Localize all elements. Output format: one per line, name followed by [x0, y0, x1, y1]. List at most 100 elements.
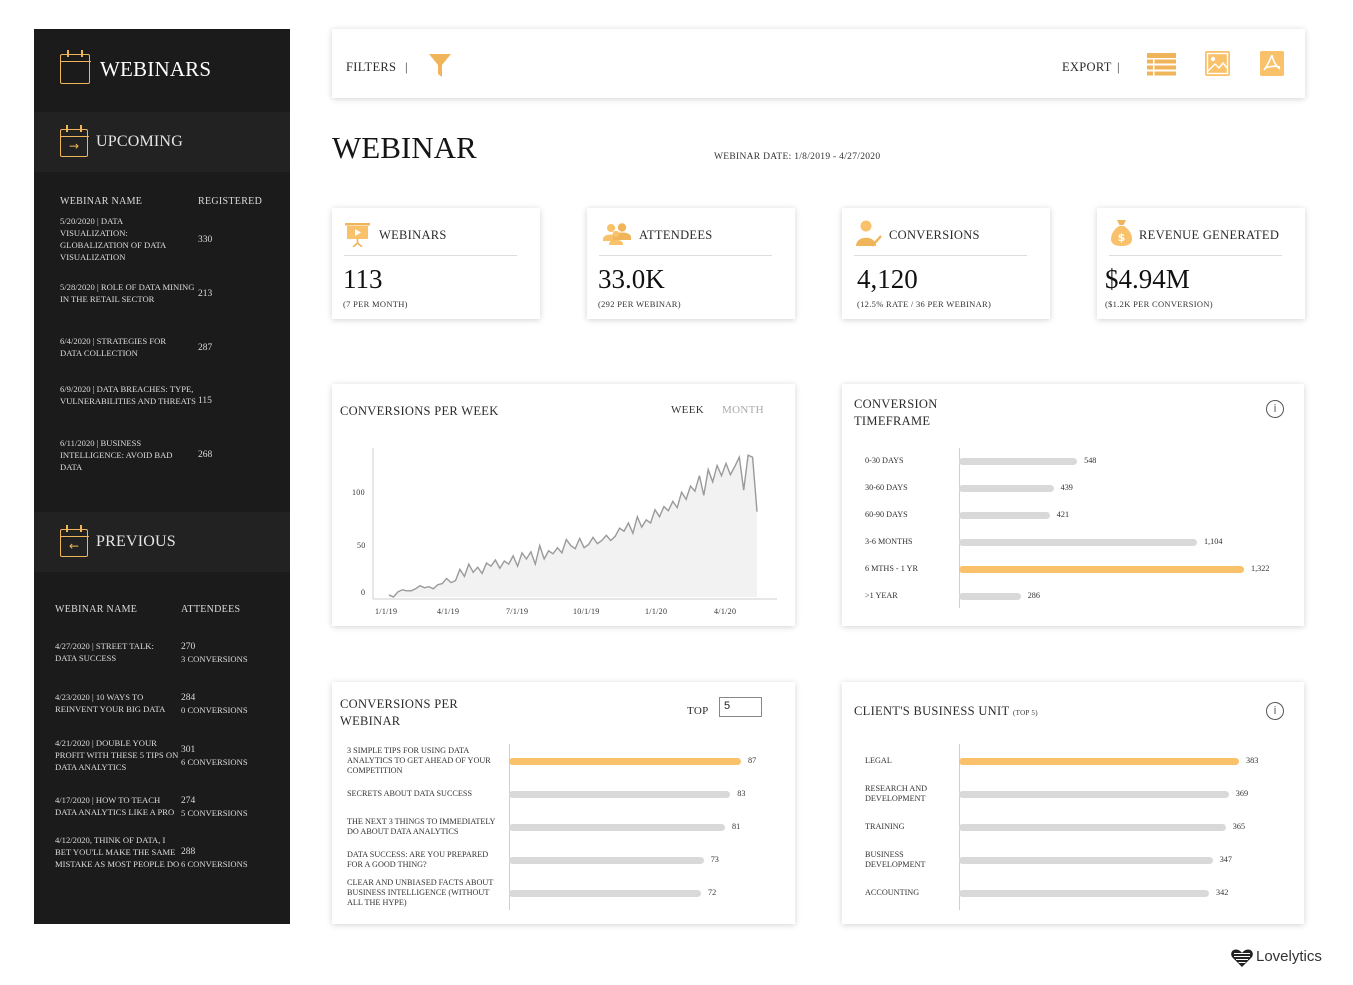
bar-category-label: CLEAR AND UNBIASED FACTS ABOUT BUSINESS … — [347, 878, 494, 907]
info-icon[interactable]: i — [1266, 400, 1284, 418]
heart-logo-icon — [1231, 949, 1253, 967]
series-line — [388, 454, 758, 598]
attendee-count: 301 — [181, 745, 196, 755]
bar[interactable] — [509, 824, 725, 831]
bar-value-label: 369 — [1235, 789, 1249, 798]
line-chart — [372, 448, 777, 600]
list-item[interactable]: 4/17/2020 | HOW TO TEACH DATA ANALYTICS … — [55, 795, 175, 817]
chart-subtitle: (TOP 5) — [1013, 709, 1038, 717]
kpi-card-webinars: WEBINARS 113 (7 PER MONTH) — [332, 208, 540, 319]
bar[interactable] — [509, 890, 701, 897]
calendar-icon — [59, 50, 91, 84]
registered-count: 287 — [198, 343, 213, 353]
attendee-count: 274 — [181, 796, 196, 806]
bar-value-label: 81 — [732, 822, 741, 831]
kpi-value: $4.94M — [1105, 264, 1190, 294]
kpi-label: CONVERSIONS — [889, 228, 980, 242]
bar-category-label: DATA SUCCESS: ARE YOU PREPARED FOR A GOO… — [347, 850, 489, 869]
bar[interactable] — [959, 857, 1213, 864]
bar-category-label: SECRETS ABOUT DATA SUCCESS — [347, 789, 472, 798]
upcoming-header[interactable]: → UPCOMING — [34, 112, 290, 172]
bar[interactable] — [959, 458, 1078, 465]
list-item[interactable]: 4/23/2020 | 10 WAYS TO REINVENT YOUR BIG… — [55, 692, 166, 714]
y-tick: 100 — [352, 488, 365, 497]
conversion-count: 6 CONVERSIONS — [181, 757, 248, 767]
export-separator: | — [1117, 60, 1120, 74]
chart-title: CONVERSION TIMEFRAME — [854, 397, 938, 428]
series-area — [389, 455, 757, 597]
list-item[interactable]: 6/9/2020 | DATA BREACHES: TYPE, VULNERAB… — [60, 384, 196, 406]
bar-category-label: 3-6 MONTHS — [865, 537, 913, 546]
chart-title: CONVERSIONS PER WEEK — [340, 404, 499, 418]
filter-icon[interactable] — [428, 53, 452, 79]
bar[interactable] — [959, 824, 1226, 831]
bar-category-label: 30-60 DAYS — [865, 483, 908, 492]
sidebar: WEBINARS → UPCOMING WEBINAR NAME REGISTE… — [34, 29, 290, 924]
bar-category-label: TRAINING — [865, 822, 905, 831]
kpi-subtext: ($1.2K PER CONVERSION) — [1105, 299, 1213, 309]
info-icon[interactable]: i — [1266, 702, 1284, 720]
top-n-input[interactable]: 5 — [719, 697, 762, 717]
list-item[interactable]: 5/20/2020 | DATA VISUALIZATION: GLOBALIZ… — [60, 216, 166, 262]
kpi-card-attendees: ATTENDEES 33.0K (292 PER WEBINAR) — [587, 208, 795, 319]
filters-separator: | — [405, 60, 408, 74]
bar[interactable] — [959, 758, 1239, 765]
filters-label[interactable]: FILTERS — [346, 60, 397, 74]
list-item[interactable]: 4/27/2020 | STREET TALK: DATA SUCCESS — [55, 641, 154, 663]
bar[interactable] — [959, 791, 1229, 798]
kpi-subtext: (292 PER WEBINAR) — [598, 299, 681, 309]
bar[interactable] — [959, 485, 1054, 492]
export-image-icon[interactable] — [1205, 51, 1230, 76]
export-data-icon[interactable] — [1147, 53, 1176, 77]
attendee-count: 270 — [181, 642, 196, 652]
toggle-week[interactable]: WEEK — [671, 404, 704, 416]
svg-text:$: $ — [1118, 231, 1126, 244]
sidebar-title: WEBINARS — [100, 57, 212, 81]
list-item[interactable]: 5/28/2020 | ROLE OF DATA MINING IN THE R… — [60, 282, 195, 304]
export-pdf-icon[interactable] — [1260, 51, 1284, 76]
x-tick: 7/1/19 — [506, 607, 529, 616]
bar[interactable] — [959, 566, 1244, 573]
money-bag-icon: $ — [1111, 220, 1132, 246]
bar[interactable] — [959, 539, 1197, 546]
bar-value-label: 286 — [1027, 591, 1040, 600]
user-check-icon — [856, 220, 882, 247]
bar-value-label: 1,322 — [1251, 564, 1270, 573]
previous-header[interactable]: ← PREVIOUS — [34, 512, 290, 572]
bar[interactable] — [959, 890, 1209, 897]
bar-value-label: 365 — [1232, 822, 1246, 831]
list-item[interactable]: 6/4/2020 | STRATEGIES FOR DATA COLLECTIO… — [60, 336, 167, 358]
bar[interactable] — [509, 758, 741, 765]
y-tick: 0 — [361, 588, 366, 597]
conversion-count: 6 CONVERSIONS — [181, 859, 248, 869]
bar[interactable] — [959, 593, 1021, 600]
logo-text: Lovelytics — [1256, 948, 1322, 965]
list-item[interactable]: 4/12/2020, THINK OF DATA, I BET YOU'LL M… — [55, 835, 180, 869]
bar-value-label: 421 — [1056, 510, 1070, 519]
toggle-month[interactable]: MONTH — [722, 404, 764, 416]
bar-value-label: 439 — [1060, 483, 1073, 492]
presentation-icon — [345, 223, 370, 247]
attendee-count: 284 — [181, 693, 196, 703]
bar[interactable] — [509, 857, 704, 864]
x-tick: 1/1/19 — [375, 607, 398, 616]
conversions-per-week-card: CONVERSIONS PER WEEK WEEK MONTH 100 50 0… — [332, 384, 795, 626]
x-tick: 4/1/20 — [714, 607, 737, 616]
conversion-count: 0 CONVERSIONS — [181, 705, 248, 715]
calendar-back-icon: ← — [59, 525, 89, 557]
bar-value-label: 87 — [748, 756, 757, 765]
list-item[interactable]: 6/11/2020 | BUSINESS INTELLIGENCE: AVOID… — [60, 438, 173, 472]
bar-category-label: LEGAL — [865, 756, 892, 765]
x-tick: 4/1/19 — [437, 607, 460, 616]
attendee-count: 288 — [181, 847, 196, 857]
kpi-card-revenue: $ REVENUE GENERATED $4.94M ($1.2K PER CO… — [1097, 208, 1305, 319]
bar[interactable] — [509, 791, 731, 798]
list-item[interactable]: 4/21/2020 | DOUBLE YOUR PROFIT WITH THES… — [55, 738, 179, 772]
chart-title: CLIENT'S BUSINESS UNIT — [854, 704, 1010, 718]
bar[interactable] — [959, 512, 1050, 519]
kpi-label: WEBINARS — [379, 228, 447, 242]
previous-col-attendees: ATTENDEES — [181, 604, 241, 615]
bar-value-label: 548 — [1084, 456, 1097, 465]
bar-category-label: 3 SIMPLE TIPS FOR USING DATA ANALYTICS T… — [347, 746, 491, 775]
bar-value-label: 342 — [1216, 888, 1229, 897]
